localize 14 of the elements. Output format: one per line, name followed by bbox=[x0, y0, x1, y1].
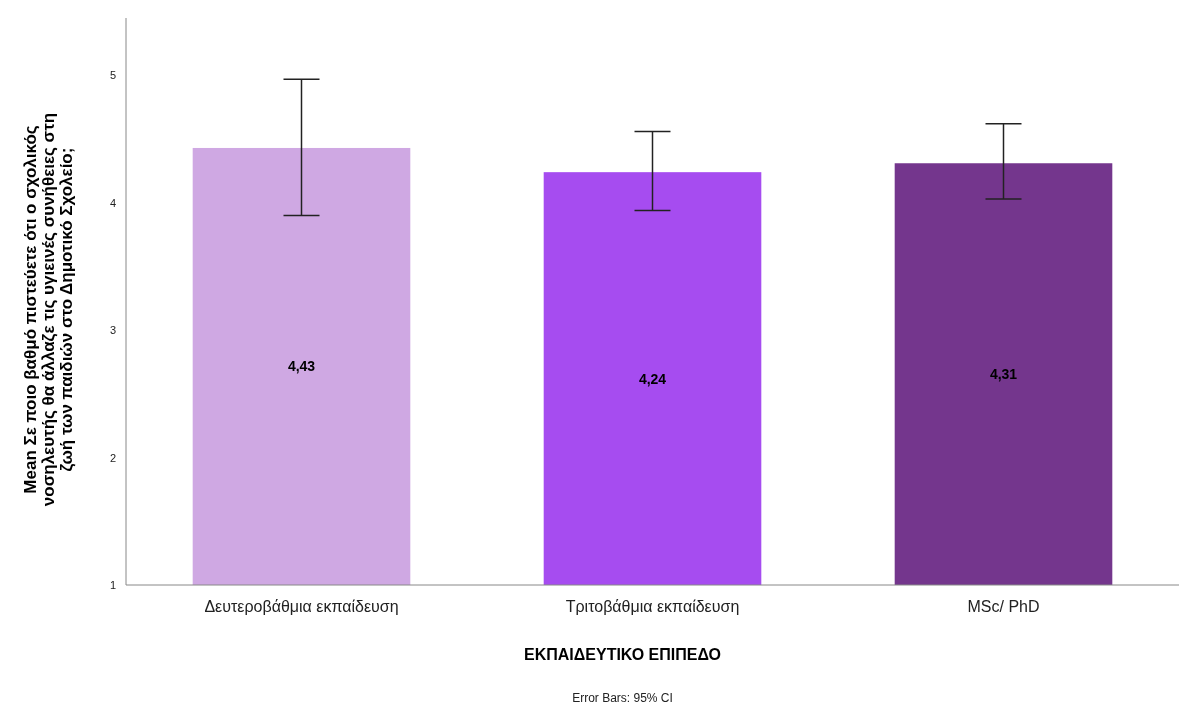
x-tick-label: Δευτεροβάθμια εκπαίδευση bbox=[204, 598, 399, 615]
data-label: 4,31 bbox=[989, 366, 1018, 383]
data-label: 4,24 bbox=[638, 370, 667, 387]
text: Error Bars: 95% CI bbox=[572, 691, 673, 705]
y-tick-label: 1 bbox=[109, 579, 116, 591]
x-axis-title: ΕΚΠΑΙΔΕΥΤΙΚΟ ΕΠΙΠΕΔΟ bbox=[524, 646, 721, 663]
y-tick-label: 5 bbox=[109, 69, 116, 82]
y-axis-title: Mean Σε ποιο βαθμό πιστεύετε ότι ο σχολικός νοσηλευτής θα άλλαζε τις υγιεινές συνήθειες στη ζωή των παιδιών στο Δημοτικό Σχολείο; bbox=[21, 112, 76, 507]
y-tick-label: 2 bbox=[109, 451, 116, 464]
data-label: 4,43 bbox=[287, 358, 316, 375]
y-tick-label: 4 bbox=[109, 196, 116, 209]
x-tick-label: MSc/ PhD bbox=[967, 598, 1040, 615]
x-tick-label: Τριτοβάθμια εκπαίδευση bbox=[565, 598, 740, 615]
y-tick-label: 3 bbox=[109, 324, 116, 337]
